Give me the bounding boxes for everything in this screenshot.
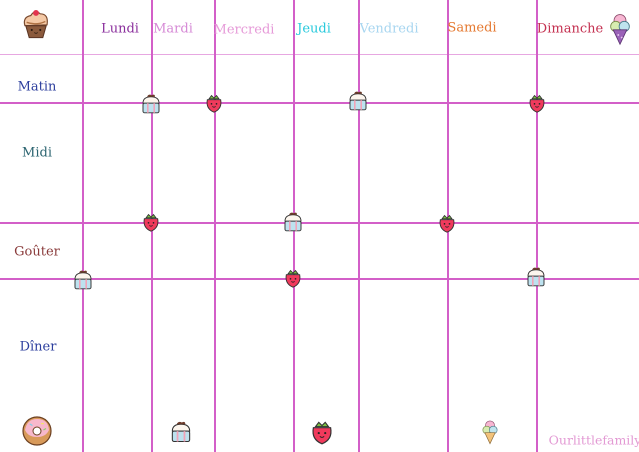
day-header-friday: Vendredi — [359, 21, 419, 37]
meal-label-noon: Midi — [22, 145, 52, 161]
grid-line-vertical — [536, 0, 538, 452]
meal-label-snack: Goûter — [14, 244, 60, 260]
grid-line-horizontal — [0, 102, 639, 104]
day-header-saturday: Samedi — [447, 20, 497, 36]
cupcake-icon — [171, 421, 191, 443]
day-header-wednesday: Mercredi — [213, 22, 275, 38]
grid-line-horizontal — [0, 54, 639, 55]
strawberry-icon — [285, 269, 301, 288]
ice-cream-icon — [482, 420, 498, 445]
grid-line-horizontal — [0, 278, 639, 280]
grid-line-vertical — [214, 0, 216, 452]
grid-line-vertical — [82, 0, 84, 452]
cupcake-icon — [142, 94, 160, 114]
grid-line-vertical — [358, 0, 360, 452]
day-header-sunday: Dimanche — [536, 21, 604, 37]
grid-line-horizontal — [0, 222, 639, 224]
day-header-thursday: Jeudi — [297, 21, 331, 37]
meal-label-morning: Matin — [17, 79, 57, 95]
donut-icon — [22, 416, 52, 446]
cupcake-icon — [349, 91, 367, 111]
cupcake-icon — [23, 9, 48, 39]
ice-cream-icon — [610, 14, 630, 46]
cupcake-icon — [284, 212, 302, 232]
meal-label-dinner: Dîner — [19, 339, 57, 355]
strawberry-icon — [312, 421, 332, 445]
cupcake-icon — [527, 267, 545, 287]
strawberry-icon — [206, 94, 222, 113]
day-header-tuesday: Mardi — [153, 21, 193, 37]
day-header-monday: Lundi — [101, 21, 139, 37]
strawberry-icon — [143, 213, 159, 232]
strawberry-icon — [529, 94, 545, 113]
brand-signature: Ourlittlefamily — [548, 432, 639, 448]
strawberry-icon — [439, 214, 455, 233]
cupcake-icon — [74, 270, 92, 290]
